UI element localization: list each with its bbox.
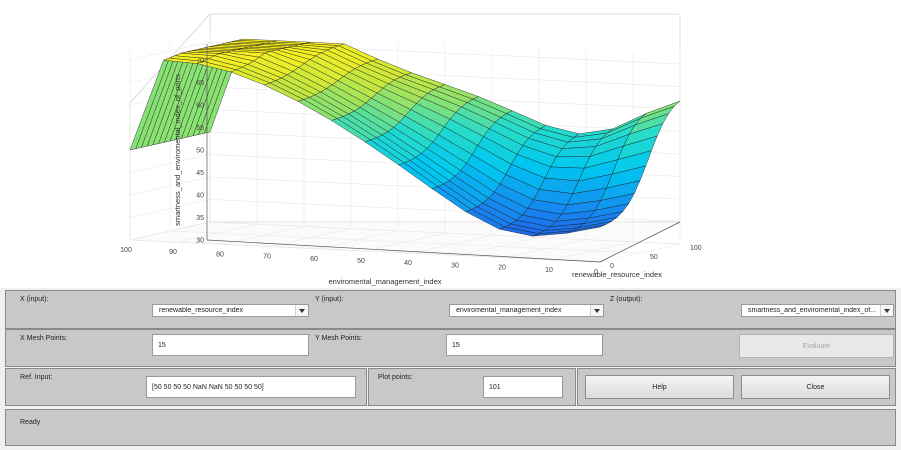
- chevron-down-icon: [880, 305, 893, 316]
- z-tick-label: 55: [196, 125, 204, 132]
- surface-mesh: [129, 38, 681, 237]
- x-tick-label: 60: [310, 256, 318, 263]
- ref-input-field[interactable]: [50 50 50 50 NaN NaN 50 50 50 50]: [146, 376, 356, 398]
- ref-input-panel: Ref. Input: [50 50 50 50 NaN NaN 50 50 5…: [5, 368, 367, 406]
- y-tick-label: 0: [610, 263, 614, 270]
- y-input-dropdown[interactable]: enviromental_management_index: [449, 304, 604, 317]
- x-tick-label: 50: [357, 258, 365, 265]
- x-tick-label: 0: [594, 269, 598, 276]
- z-tick-label: 40: [196, 193, 204, 200]
- z-tick-label: 65: [196, 80, 204, 87]
- plot-points-label: Plot points:: [378, 374, 413, 381]
- y-tick-label: 100: [690, 245, 702, 252]
- z-output-dropdown[interactable]: smartness_and_enviromental_index_of...: [741, 304, 894, 317]
- help-button[interactable]: Help: [585, 375, 734, 399]
- x-tick-label: 70: [263, 254, 271, 261]
- z-tick-label: 50: [196, 148, 204, 155]
- x-mesh-input[interactable]: 15: [152, 334, 309, 356]
- chevron-down-icon: [590, 305, 603, 316]
- x-input-value: renewable_resource_index: [159, 307, 244, 314]
- x-tick-label: 90: [169, 249, 177, 256]
- x-input-label: X (input):: [20, 296, 49, 303]
- y-mesh-input[interactable]: 15: [446, 334, 603, 356]
- y-tick-label: 50: [650, 254, 658, 261]
- z-axis-label: smartness_and_enviromental_index_of_port…: [173, 74, 182, 226]
- y-mesh-label: Y Mesh Points:: [315, 335, 362, 342]
- x-input-dropdown[interactable]: renewable_resource_index: [152, 304, 309, 317]
- x-tick-label: 30: [451, 262, 459, 269]
- plot-points-panel: Plot points: 101: [368, 368, 576, 406]
- y-tick-labels: 0 50 100: [610, 245, 702, 270]
- surface-plot-area[interactable]: 30 35 40 45 50 55 60 65 70 100 90 80 70 60 50 40 30 20 10…: [0, 0, 901, 288]
- x-mesh-label: X Mesh Points:: [20, 335, 68, 342]
- z-tick-label: 35: [196, 215, 204, 222]
- x-tick-label: 40: [404, 260, 412, 267]
- x-tick-labels: 100 90 80 70 60 50 40 30 20 10 0: [120, 247, 598, 276]
- x-tick-label: 100: [120, 247, 132, 254]
- y-input-label: Y (input):: [315, 296, 344, 303]
- x-axis-label: enviromental_management_index: [329, 277, 442, 286]
- buttons-panel: Help Close: [577, 368, 896, 406]
- z-tick-label: 30: [196, 238, 204, 245]
- z-output-value: smartness_and_enviromental_index_of...: [748, 307, 877, 314]
- y-input-value: enviromental_management_index: [456, 307, 562, 314]
- y-axis-label: renewable_resource_index: [572, 270, 662, 279]
- plot-points-input[interactable]: 101: [483, 376, 563, 398]
- chevron-down-icon: [295, 305, 308, 316]
- z-tick-label: 45: [196, 170, 204, 177]
- mesh-points-panel: X Mesh Points: 15 Y Mesh Points: 15 Eval…: [5, 329, 896, 367]
- ref-input-label: Ref. Input:: [20, 374, 53, 381]
- z-tick-label: 60: [196, 103, 204, 110]
- x-tick-label: 10: [545, 267, 553, 274]
- close-button[interactable]: Close: [741, 375, 890, 399]
- x-tick-label: 80: [216, 251, 224, 258]
- x-tick-label: 20: [498, 265, 506, 272]
- axis-lines: [206, 44, 681, 263]
- z-tick-labels: 30 35 40 45 50 55 60 65 70: [196, 58, 204, 245]
- z-tick-label: 70: [196, 58, 204, 65]
- input-selection-panel: X (input): renewable_resource_index Y (i…: [5, 290, 896, 329]
- evaluate-button[interactable]: Evaluate: [739, 334, 894, 358]
- status-panel: Ready: [5, 409, 896, 446]
- status-text: Ready: [20, 419, 41, 426]
- z-output-label: Z (output):: [610, 296, 643, 303]
